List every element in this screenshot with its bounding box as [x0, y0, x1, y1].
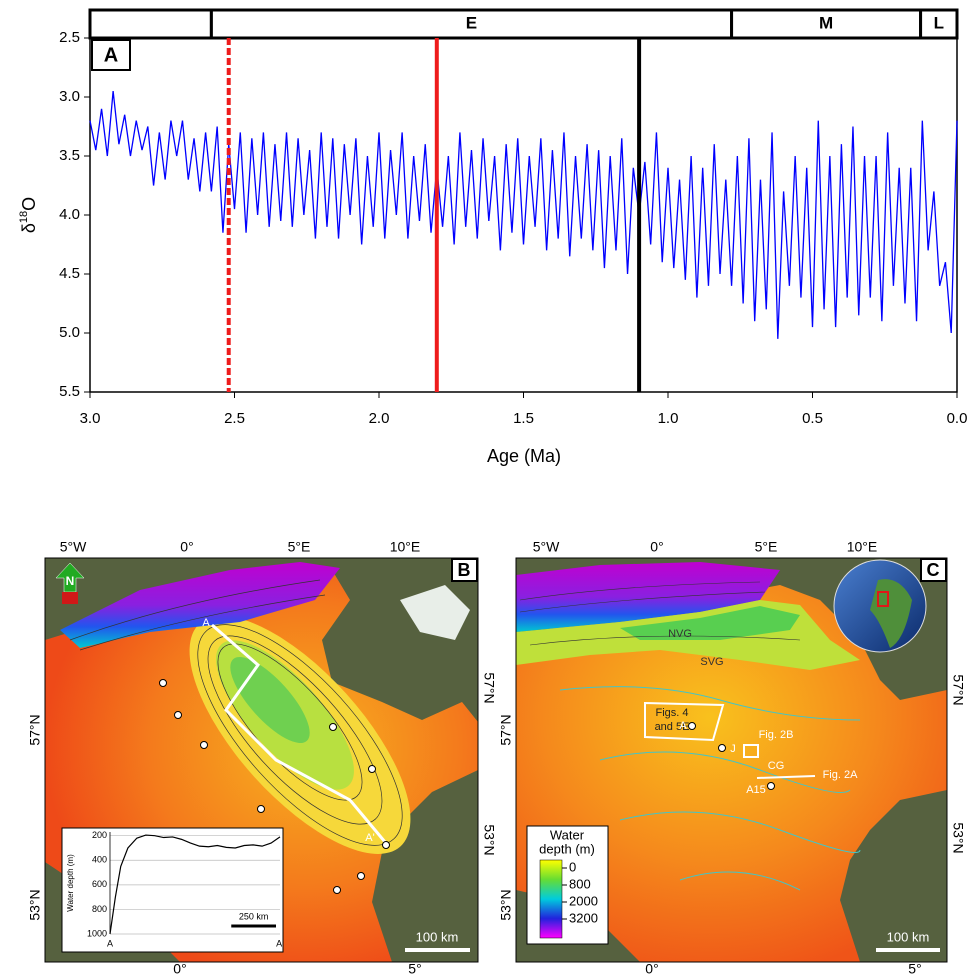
panel-label-box: [91, 39, 131, 71]
feature-label: CG: [768, 760, 785, 772]
lat-label: 57°N: [498, 714, 514, 745]
lon-label: 5°: [408, 961, 421, 977]
x-tick-label: 2.5: [224, 410, 245, 427]
map-b: [45, 558, 478, 962]
feature-label: J: [730, 743, 736, 755]
y-tick-label: 5.5: [59, 383, 80, 400]
section-label: A: [202, 617, 210, 629]
scalebar-label: 100 km: [887, 929, 930, 944]
lat-label: 53°N: [481, 824, 497, 855]
y-tick-label: 600: [92, 879, 107, 889]
epoch-box: [88, 8, 213, 40]
x-tick-label: 3.0: [80, 410, 101, 427]
lon-label: 0°: [645, 961, 658, 977]
y-tick-label: 400: [92, 855, 107, 865]
x-tick-label: 0.5: [802, 410, 823, 427]
feature-label: Fig. 2A: [823, 769, 859, 781]
epoch-label: M: [819, 13, 833, 32]
y-tick-label: 3.0: [59, 88, 80, 105]
lat-label: 53°N: [498, 889, 514, 920]
epoch-box: [919, 8, 959, 40]
feature-label: A: [679, 720, 687, 732]
legend-tick-label: 2000: [569, 893, 598, 908]
lat-label: 57°N: [27, 714, 43, 745]
lon-label: 5°W: [533, 539, 560, 555]
end-label: A': [276, 938, 284, 948]
y-axis-title-tail: O: [19, 197, 39, 211]
end-label: A: [107, 938, 113, 948]
section-label: A': [365, 832, 374, 844]
y-tick-label: 5.0: [59, 324, 80, 341]
lat-label: 57°N: [950, 674, 966, 705]
feature-label: A15: [746, 784, 766, 796]
data-line: [89, 91, 958, 339]
legend-title: Water: [550, 827, 585, 842]
legend-title: depth (m): [539, 841, 595, 856]
epoch-box: [209, 8, 734, 40]
feature-label: SVG: [700, 656, 723, 668]
lon-label: 5°E: [288, 539, 311, 555]
north-label: N: [66, 574, 75, 588]
x-tick-label: 1.0: [658, 410, 679, 427]
lon-label: 5°W: [60, 539, 87, 555]
lat-label: 57°N: [481, 672, 497, 703]
scalebar-label: 100 km: [416, 929, 459, 944]
lon-label: 5°: [908, 961, 921, 977]
panel-label: B: [458, 560, 471, 580]
lat-label: 53°N: [27, 889, 43, 920]
feature-label: NVG: [668, 628, 692, 640]
y-tick-label: 800: [92, 904, 107, 914]
lon-label: 10°E: [390, 539, 421, 555]
feature-label: Figs. 4: [655, 707, 688, 719]
x-tick-label: 0.0: [947, 410, 968, 427]
x-axis-title: Age (Ma): [487, 446, 561, 466]
y-tick-label: 2.5: [59, 29, 80, 46]
map-c: [516, 558, 947, 962]
y-tick-label: 4.0: [59, 206, 80, 223]
y-tick-label: 1000: [87, 928, 107, 938]
x-tick-label: 2.0: [369, 410, 390, 427]
lon-label: 0°: [180, 539, 193, 555]
x-tick-label: 1.5: [513, 410, 534, 427]
lon-label: 5°E: [755, 539, 778, 555]
panel-label: A: [104, 44, 118, 66]
plot-frame: [89, 37, 958, 393]
y-axis-title: Water depth (m): [66, 854, 75, 912]
feature-label: Fig. 2B: [759, 729, 794, 741]
legend-tick-label: 0: [569, 859, 576, 874]
lon-label: 0°: [173, 961, 186, 977]
panel-label: C: [927, 560, 940, 580]
feature-label: and 5E: [655, 721, 690, 733]
y-tick-label: 3.5: [59, 147, 80, 164]
y-axis-title-sup: 18: [18, 211, 30, 223]
y-tick-label: 4.5: [59, 265, 80, 282]
y-axis-title: δ18O: [18, 197, 39, 233]
y-axis-title-base: δ: [19, 223, 39, 233]
lat-label: 53°N: [950, 822, 966, 853]
y-tick-label: 200: [92, 830, 107, 840]
epoch-label: L: [934, 13, 944, 32]
epoch-label: E: [466, 13, 477, 32]
lon-label: 0°: [650, 539, 663, 555]
profile-line: [109, 834, 281, 935]
legend-tick-label: 3200: [569, 910, 598, 925]
scalebar-label: 250 km: [239, 911, 269, 921]
legend-tick-label: 800: [569, 876, 591, 891]
lon-label: 10°E: [847, 539, 878, 555]
